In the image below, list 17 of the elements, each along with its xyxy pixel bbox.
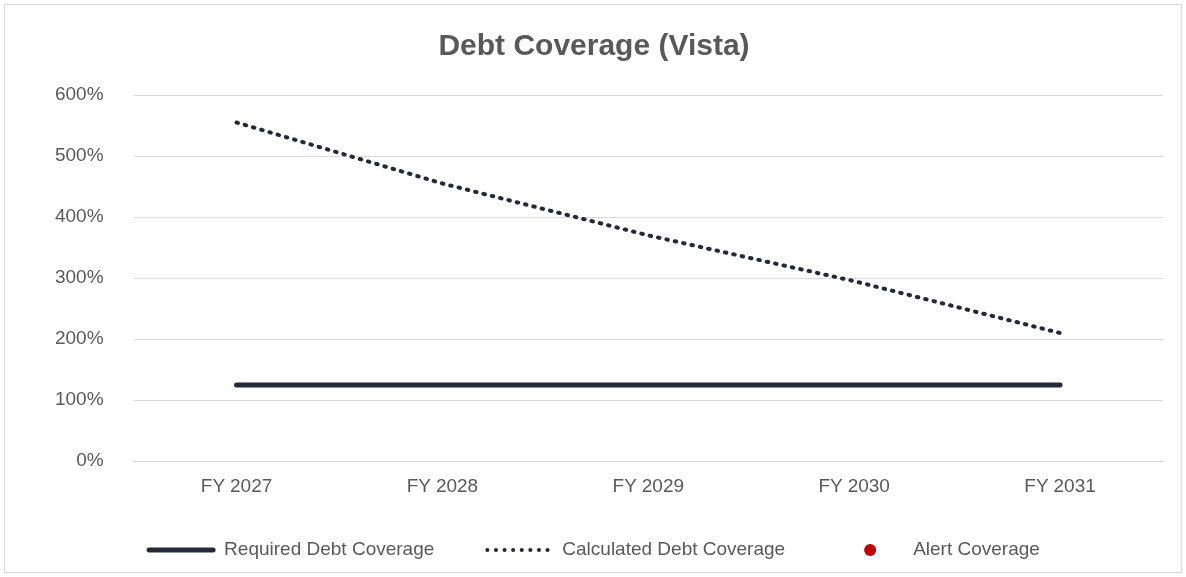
legend-label: Alert Coverage <box>913 538 1040 560</box>
y-tick-label: 100% <box>54 388 104 410</box>
y-tick-label: 600% <box>54 83 104 105</box>
legend-label: Required Debt Coverage <box>224 538 435 560</box>
line-series <box>234 120 1063 336</box>
chart-title: Debt Coverage (Vista) <box>438 28 750 62</box>
x-tick-label: FY 2028 <box>406 474 479 496</box>
x-tick-label: FY 2027 <box>200 474 273 496</box>
legend-label: Calculated Debt Coverage <box>562 538 786 560</box>
y-tick-label: 300% <box>54 266 104 288</box>
y-tick-label: 400% <box>54 205 104 227</box>
y-tick-label: 0% <box>76 449 104 471</box>
y-tick-label: 200% <box>54 327 104 349</box>
x-tick-label: FY 2030 <box>818 474 890 496</box>
y-tick-label: 500% <box>54 144 104 166</box>
x-tick-label: FY 2031 <box>1024 474 1096 496</box>
x-tick-label: FY 2029 <box>612 474 685 496</box>
